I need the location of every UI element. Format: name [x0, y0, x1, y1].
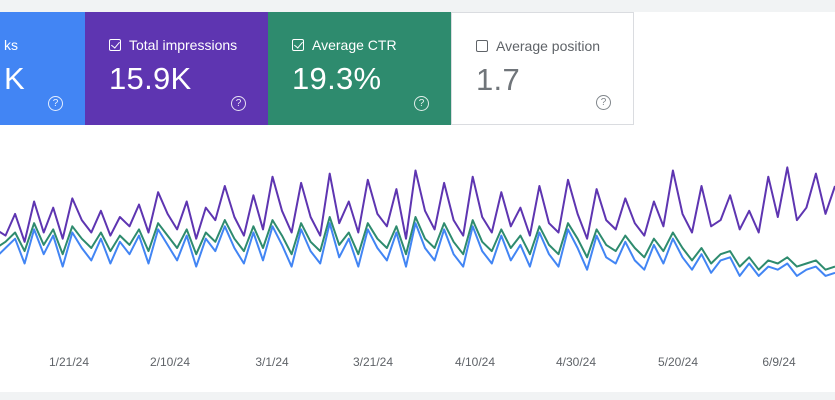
x-tick-label: 1/21/24 — [49, 355, 89, 369]
card-label: ks — [4, 37, 18, 53]
checkbox-checked-icon[interactable] — [292, 39, 304, 51]
card-average-position[interactable]: Average position 1.7 ? — [451, 12, 634, 125]
card-label: Total impressions — [129, 37, 238, 53]
help-icon[interactable]: ? — [596, 95, 611, 110]
x-tick-label: 6/9/24 — [762, 355, 796, 369]
card-header: Average position — [476, 37, 633, 55]
card-value: 15.9K — [109, 61, 192, 96]
performance-line-chart: 1/21/24 2/10/24 3/1/24 3/21/24 4/10/24 4/30/2… — [0, 166, 835, 369]
x-tick-label: 2/10/24 — [150, 355, 190, 369]
x-tick-label: 4/10/24 — [455, 355, 495, 369]
card-label: Average CTR — [312, 37, 397, 53]
card-header: Average CTR — [292, 36, 451, 54]
x-tick-label: 4/30/24 — [556, 355, 596, 369]
help-icon[interactable]: ? — [414, 96, 429, 111]
card-value: 1.7 — [476, 62, 520, 97]
series-line-clicks — [0, 222, 835, 277]
card-header: ks — [4, 36, 85, 54]
card-label: Average position — [496, 38, 601, 54]
series-line-ctr — [0, 216, 835, 271]
checkbox-unchecked-icon[interactable] — [476, 40, 488, 52]
help-icon[interactable]: ? — [231, 96, 246, 111]
card-value: K — [4, 61, 25, 96]
series-line-impressions — [0, 166, 835, 243]
card-average-ctr[interactable]: Average CTR 19.3% ? — [268, 12, 451, 125]
x-tick-label: 3/21/24 — [353, 355, 393, 369]
card-total-clicks[interactable]: ks K ? — [0, 12, 85, 125]
help-icon[interactable]: ? — [48, 96, 63, 111]
card-total-impressions[interactable]: Total impressions 15.9K ? — [85, 12, 268, 125]
x-tick-label: 5/20/24 — [658, 355, 698, 369]
card-header: Total impressions — [109, 36, 268, 54]
x-tick-label: 3/1/24 — [255, 355, 289, 369]
card-value: 19.3% — [292, 61, 382, 96]
checkbox-checked-icon[interactable] — [109, 39, 121, 51]
